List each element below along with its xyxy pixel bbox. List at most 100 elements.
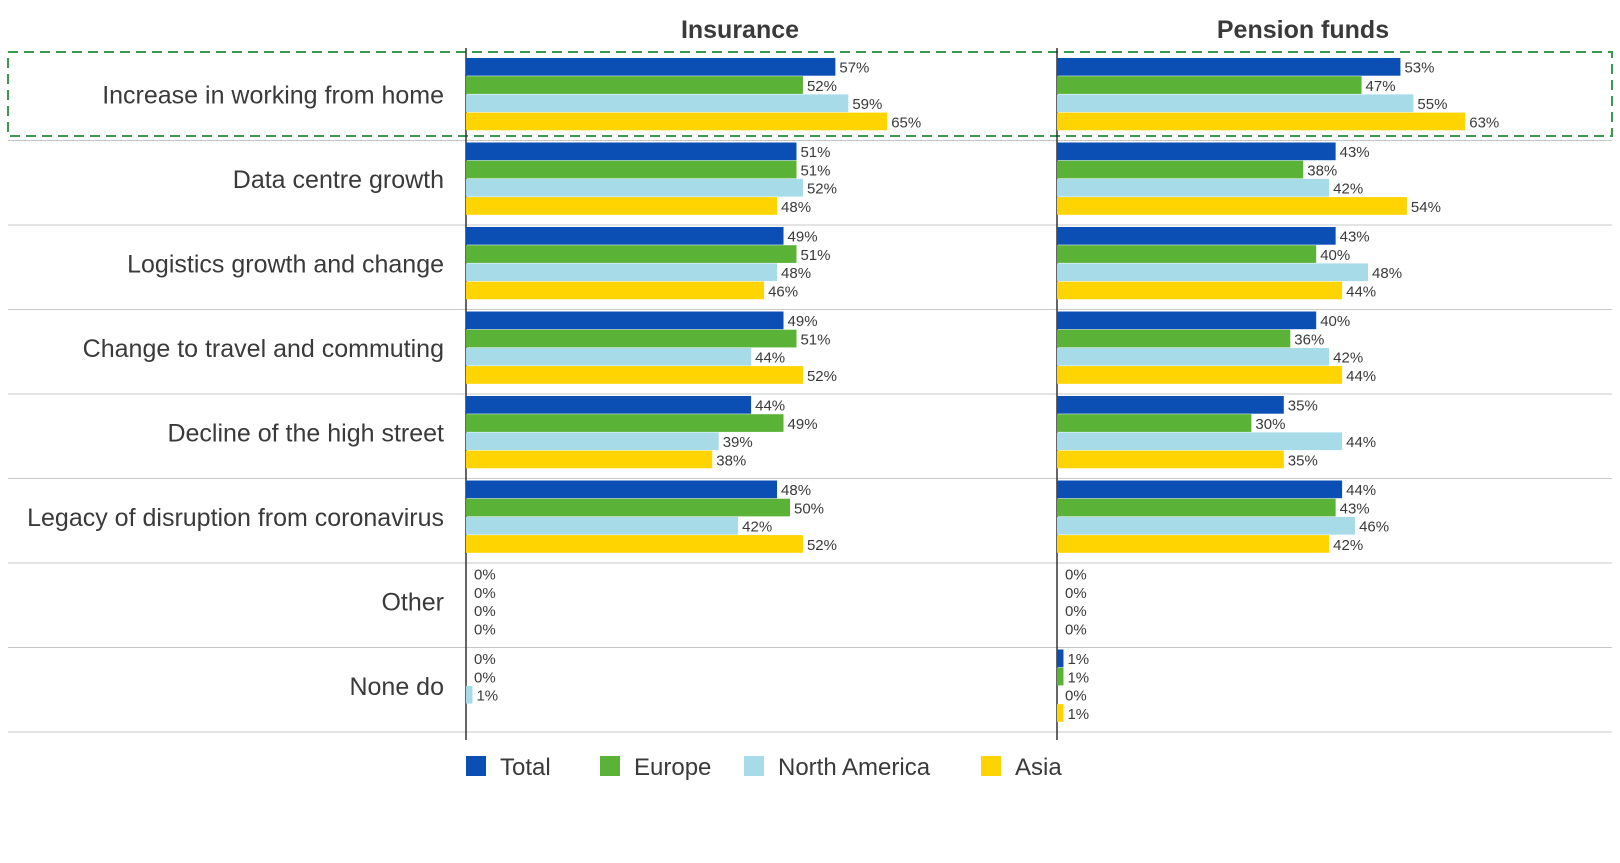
bar-pension-funds-north-america [1057,516,1356,535]
bar-insurance-asia [466,197,778,215]
bar-pension-funds-asia [1057,535,1330,553]
data-label: 43% [1340,229,1370,246]
data-label: 1% [1067,651,1089,668]
bar-insurance-europe [466,160,797,179]
bar-insurance-north-america [466,347,752,366]
data-label: 40% [1320,247,1350,264]
bar-pension-funds-europe [1057,498,1336,517]
data-label: 51% [800,331,830,348]
bar-insurance-total [466,142,797,161]
bar-insurance-north-america [466,432,719,451]
bar-pension-funds-total [1057,649,1064,668]
data-label: 44% [1346,482,1376,499]
bar-pension-funds-north-america [1057,263,1369,282]
data-label: 52% [807,537,837,554]
legend-swatch [466,756,486,776]
bar-insurance-asia [466,535,803,553]
bar-insurance-north-america [466,263,778,282]
data-label: 46% [768,283,798,300]
data-label: 47% [1366,78,1396,95]
highlight-box [7,51,1613,137]
bar-pension-funds-asia [1057,197,1407,215]
data-label: 50% [794,500,824,517]
data-label: 48% [781,265,811,282]
category-label: None do [349,673,444,701]
data-label: 39% [723,434,753,451]
bar-insurance-total [466,227,784,245]
bar-insurance-north-america [466,516,739,535]
legend: Total Europe North America Asia [466,754,1062,781]
data-label: 0% [474,567,496,584]
data-label: 49% [788,229,818,246]
legend-label: Asia [1015,754,1062,781]
data-label: 40% [1320,313,1350,330]
data-label: 42% [742,519,772,536]
legend-swatch [744,756,764,776]
bar-pension-funds-asia [1057,281,1343,300]
data-label: 38% [716,452,746,469]
legend-label: Europe [634,754,711,781]
bar-pension-funds-europe [1057,329,1291,348]
legend-item-asia: Asia [981,754,1062,781]
category-label: Logistics growth and change [127,250,444,278]
data-label: 65% [891,114,921,131]
data-label: 30% [1255,416,1285,433]
bar-pension-funds-europe [1057,245,1317,263]
bar-pension-funds-asia [1057,450,1284,469]
data-label: 46% [1359,519,1389,536]
data-label: 1% [1067,669,1089,686]
bar-insurance-total [466,311,784,330]
data-label: 59% [852,96,882,113]
legend-swatch [981,756,1001,776]
data-label: 44% [1346,283,1376,300]
data-label: 52% [807,78,837,95]
data-label: 42% [1333,181,1363,198]
bar-pension-funds-europe [1057,160,1304,179]
bar-insurance-north-america [466,685,473,704]
bar-pension-funds-asia [1057,112,1466,131]
data-label: 0% [1065,567,1087,584]
data-label: 1% [476,688,498,705]
category-label: Legacy of disruption from coronavirus [27,504,444,532]
panel-title-insurance: Insurance [681,16,799,44]
data-label: 44% [755,350,785,367]
data-label: 52% [807,181,837,198]
bar-pension-funds-europe [1057,667,1064,686]
data-label: 35% [1288,398,1318,415]
data-label: 0% [1065,621,1087,638]
bar-pension-funds-north-america [1057,94,1414,113]
bar-insurance-europe [466,498,790,517]
data-label: 44% [755,398,785,415]
bar-insurance-north-america [466,178,803,197]
panel-title-pension-funds: Pension funds [1217,16,1389,44]
data-label: 43% [1340,500,1370,517]
bar-pension-funds-asia [1057,366,1343,384]
bar-pension-funds-europe [1057,414,1252,432]
bar-pension-funds-total [1057,396,1284,414]
bar-pension-funds-north-america [1057,347,1330,366]
data-label: 51% [800,144,830,161]
bar-insurance-asia [466,281,765,300]
data-label: 48% [781,482,811,499]
bar-pension-funds-asia [1057,704,1064,722]
data-label: 52% [807,368,837,385]
data-label: 35% [1288,452,1318,469]
data-label: 49% [788,313,818,330]
data-label: 0% [474,621,496,638]
data-label: 0% [474,585,496,602]
data-label: 38% [1307,162,1337,179]
data-label: 57% [839,60,869,77]
data-label: 0% [1065,688,1087,705]
bar-pension-funds-total [1057,142,1336,161]
data-label: 53% [1404,60,1434,77]
category-label: Decline of the high street [167,419,444,447]
data-label: 51% [800,162,830,179]
data-label: 44% [1346,368,1376,385]
data-label: 1% [1067,706,1089,723]
category-label: Increase in working from home [102,81,444,109]
bar-insurance-total [466,480,778,499]
bar-insurance-europe [466,245,797,263]
bar-insurance-asia [466,112,888,131]
data-label: 48% [1372,265,1402,282]
